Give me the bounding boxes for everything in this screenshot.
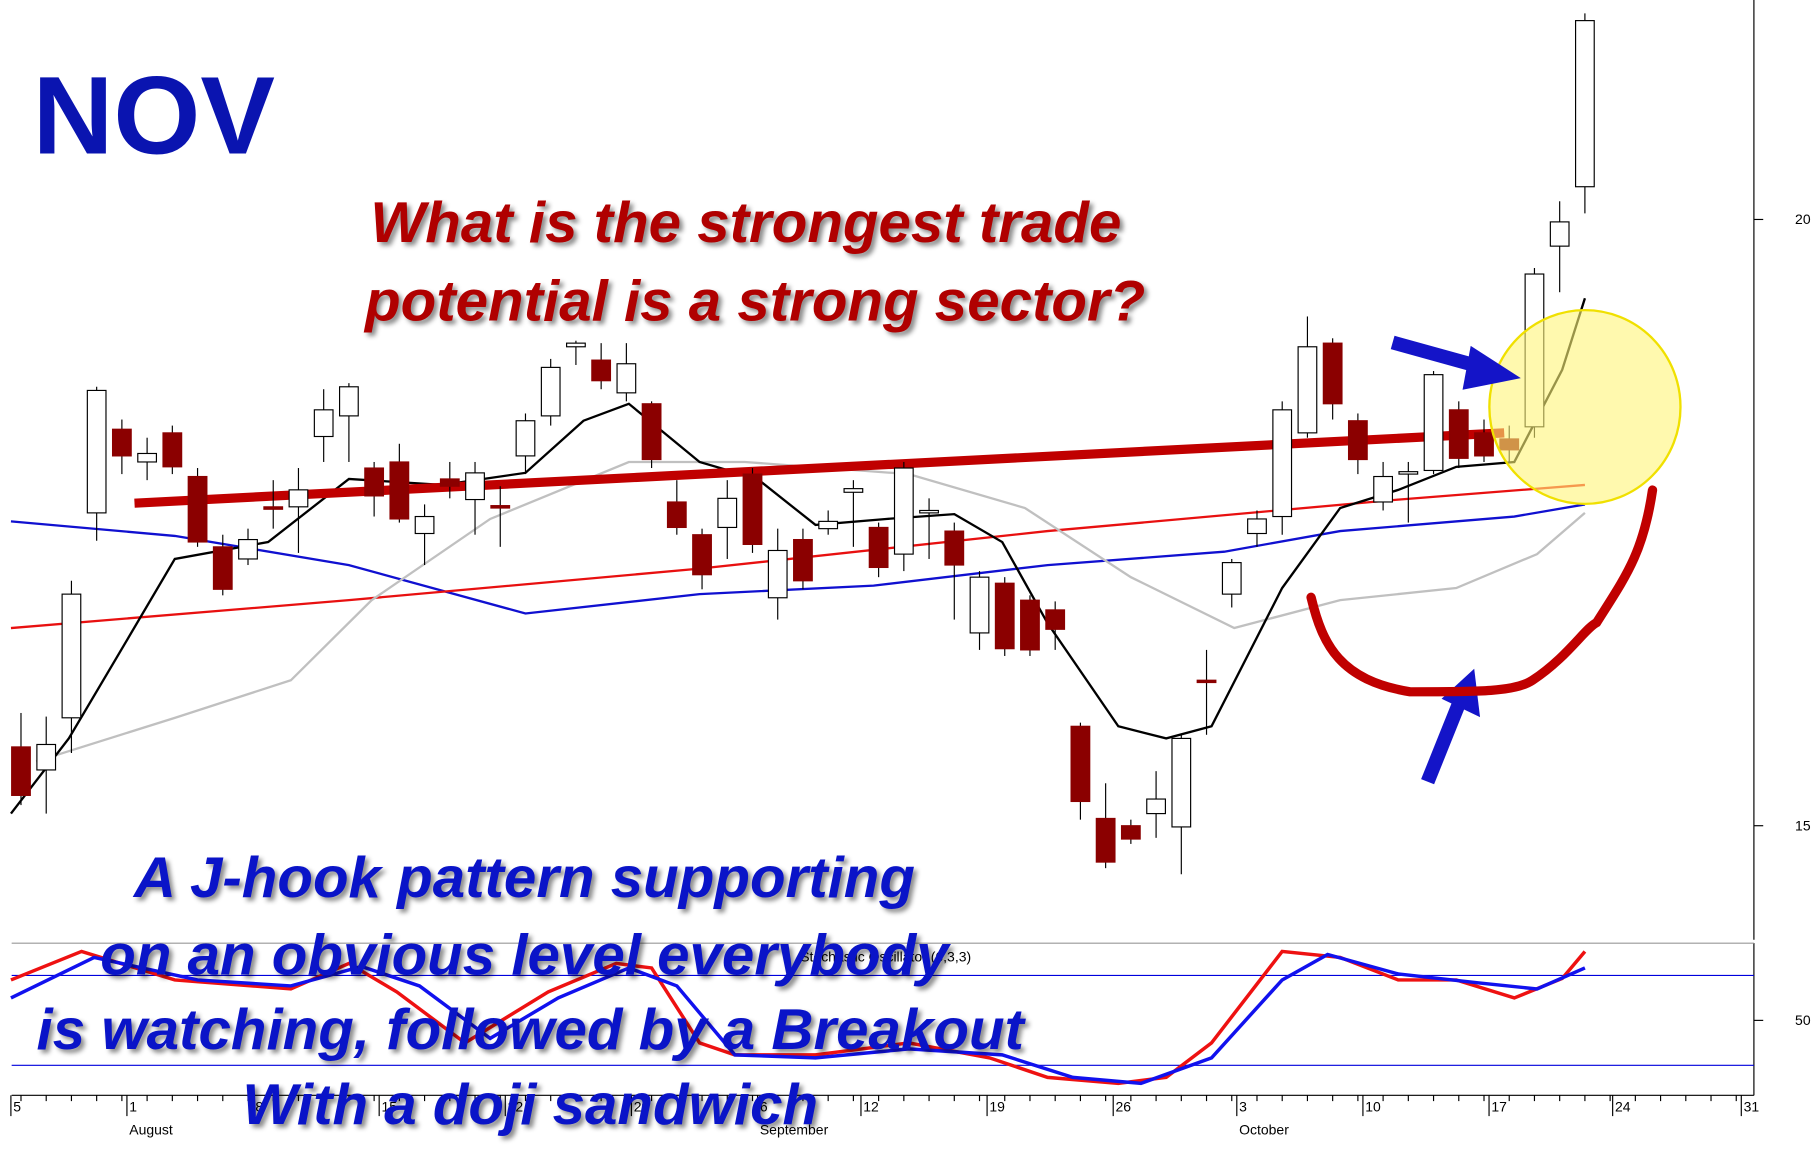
candle-body (313, 409, 334, 438)
candle-body (566, 342, 586, 348)
candle-body (1045, 609, 1066, 630)
x-tick-label: 24 (1615, 1099, 1631, 1115)
x-tick-label: 6 (760, 1099, 768, 1115)
candle-body (389, 461, 410, 520)
candle-body (1549, 221, 1570, 247)
candle-body (187, 475, 208, 543)
annotation: What is the strongest trade (370, 191, 1121, 255)
candle-body (944, 530, 965, 566)
candle-body (515, 420, 536, 457)
candle-body (1247, 518, 1267, 535)
x-tick-label: 17 (1491, 1099, 1507, 1115)
candle-body (1297, 346, 1318, 434)
x-tick-label: 31 (1744, 1099, 1760, 1115)
candle-body (1171, 737, 1192, 828)
candle-body (893, 467, 914, 555)
x-tick-label: 1 (129, 1099, 137, 1115)
candle-body (994, 582, 1015, 650)
x-tick-label: 26 (1116, 1099, 1132, 1115)
arrow-head (1462, 345, 1521, 390)
x-tick-label: 12 (863, 1099, 879, 1115)
x-tick-label: 15 (382, 1099, 398, 1115)
candle-body (1574, 20, 1595, 188)
candle-body (1398, 471, 1419, 475)
ticker-title: NOV (33, 53, 275, 177)
candle-body (137, 452, 158, 463)
candle-body (1196, 679, 1217, 684)
candle-body (692, 534, 712, 576)
arrow (1421, 700, 1466, 785)
j-hook-curve (1306, 485, 1658, 697)
candle-body (338, 386, 359, 417)
candle-body (212, 546, 233, 590)
candle-body (616, 363, 637, 394)
candle-body (767, 549, 788, 599)
candle-body (465, 472, 485, 501)
candle-body (364, 467, 385, 497)
month-label: August (129, 1122, 173, 1138)
candle-body (666, 501, 687, 529)
candle-body (1070, 725, 1091, 803)
note: is watching, followed by a Breakout (37, 999, 1027, 1063)
month-label: October (1239, 1122, 1289, 1138)
note: on an obvious level everybody (100, 924, 951, 988)
candle-body (1221, 562, 1242, 595)
candle-body (591, 359, 612, 382)
candle-body (868, 526, 889, 569)
candle-body (61, 593, 82, 719)
candle-body (641, 403, 662, 461)
candle-body (439, 478, 460, 487)
candle-body (238, 538, 258, 560)
candle-body (86, 389, 107, 514)
month-label: September (760, 1122, 829, 1138)
y-tick-label: 50 (1795, 1012, 1811, 1028)
candle-body (11, 746, 31, 796)
candle-body (490, 505, 511, 509)
candle-body (1095, 817, 1116, 863)
candle-body (1272, 409, 1293, 518)
y-tick-label: 15 (1795, 817, 1811, 833)
highlight-circle (1488, 309, 1682, 506)
indicator-line (10, 952, 1586, 1086)
candle-body (1423, 374, 1444, 472)
candle-body (1474, 432, 1494, 457)
candle-body (717, 497, 738, 529)
candle-body (1373, 475, 1394, 503)
candle-body (919, 509, 939, 514)
arrow (1390, 335, 1482, 374)
candle-body (742, 473, 763, 545)
x-tick-label: 22 (508, 1099, 524, 1115)
x-tick-label: 5 (13, 1099, 21, 1115)
x-tick-label: 29 (634, 1099, 650, 1115)
candle-body (1347, 420, 1368, 461)
y-tick-label: 20 (1795, 211, 1811, 227)
indicator-line (10, 503, 1586, 615)
x-tick-label: 10 (1365, 1099, 1381, 1115)
candle-body (111, 428, 132, 457)
candle-body (263, 506, 284, 510)
candle-body (1020, 599, 1040, 651)
candle-body (843, 488, 864, 493)
candle-body (540, 366, 561, 417)
annotation: potential is a strong sector? (363, 270, 1145, 334)
candle-body (1322, 342, 1343, 405)
candle-body (969, 576, 990, 634)
candle-body (1448, 409, 1469, 459)
candle-body (1146, 798, 1166, 815)
candle-body (288, 489, 309, 508)
candle-body (414, 515, 435, 535)
note: A J-hook pattern supporting (132, 846, 915, 910)
candle-body (36, 743, 57, 771)
candle-body (793, 538, 813, 582)
candle-body (162, 432, 183, 468)
x-tick-label: 3 (1239, 1099, 1247, 1115)
x-tick-label: 19 (989, 1099, 1005, 1115)
x-tick-label: 8 (255, 1099, 263, 1115)
candle-body (818, 520, 839, 530)
panel-title: Stochastic Oscillator (6,3,3) (800, 949, 971, 965)
candle-body (1120, 825, 1141, 840)
note: With a doji sandwich (242, 1073, 818, 1137)
